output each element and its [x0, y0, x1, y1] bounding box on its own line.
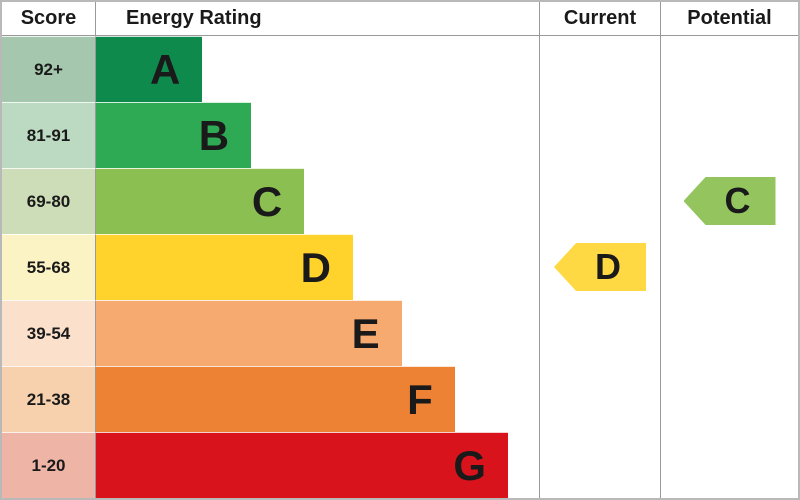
potential-cell-c: C — [661, 168, 798, 234]
rating-cell-b: B — [96, 102, 540, 168]
band-rows: 92+ A 81-91 B 69-80 C C 55-68 D D 39-54 E 21-38 F 1-20… — [2, 36, 798, 498]
band-row-d: 55-68 D D — [2, 234, 798, 300]
band-row-e: 39-54 E — [2, 300, 798, 366]
band-row-f: 21-38 F — [2, 366, 798, 432]
score-range-b: 81-91 — [2, 102, 96, 168]
header-potential: Potential — [687, 7, 772, 29]
rating-letter-e: E — [351, 309, 380, 357]
rating-bar-b: B — [96, 102, 252, 168]
rating-letter-b: B — [198, 111, 230, 159]
rating-letter-a: A — [149, 45, 181, 93]
rating-letter-f: F — [407, 375, 433, 423]
potential-rating-arrow: C — [683, 177, 776, 225]
rating-letter-g: G — [453, 441, 486, 489]
current-cell-e — [540, 300, 661, 366]
score-range-e: 39-54 — [2, 300, 96, 366]
potential-cell-b — [661, 102, 798, 168]
potential-cell-e — [661, 300, 798, 366]
band-row-g: 1-20 G — [2, 432, 798, 498]
rating-bar-g: G — [96, 432, 508, 498]
rating-bar-c: C — [96, 168, 305, 234]
potential-cell-g — [661, 432, 798, 498]
score-range-f: 21-38 — [2, 366, 96, 432]
rating-cell-a: A — [96, 36, 540, 102]
header-energy-rating: Energy Rating — [96, 2, 540, 35]
rating-cell-e: E — [96, 300, 540, 366]
band-row-a: 92+ A — [2, 36, 798, 102]
rating-bar-f: F — [96, 366, 455, 432]
current-cell-g — [540, 432, 661, 498]
current-cell-b — [540, 102, 661, 168]
rating-cell-c: C — [96, 168, 540, 234]
score-range-c: 69-80 — [2, 168, 96, 234]
rating-cell-f: F — [96, 366, 540, 432]
current-cell-c — [540, 168, 661, 234]
rating-bar-e: E — [96, 300, 402, 366]
score-range-d: 55-68 — [2, 234, 96, 300]
rating-cell-d: D — [96, 234, 540, 300]
chart-header: Score Energy Rating Current Potential — [2, 2, 798, 36]
score-range-a: 92+ — [2, 36, 96, 102]
header-score: Score — [2, 2, 96, 35]
header-current: Current — [540, 2, 661, 35]
current-rating-arrow: D — [554, 243, 646, 291]
rating-letter-d: D — [300, 243, 331, 291]
band-row-b: 81-91 B — [2, 102, 798, 168]
potential-cell-f — [661, 366, 798, 432]
current-cell-a — [540, 36, 661, 102]
band-row-c: 69-80 C C — [2, 168, 798, 234]
rating-letter-c: C — [251, 177, 283, 225]
rating-bar-a: A — [96, 36, 203, 102]
rating-bar-d: D — [96, 234, 353, 300]
score-range-g: 1-20 — [2, 432, 96, 498]
rating-cell-g: G — [96, 432, 540, 498]
current-cell-f — [540, 366, 661, 432]
current-cell-d: D — [540, 234, 661, 300]
potential-cell-d — [661, 234, 798, 300]
potential-cell-a — [661, 36, 798, 102]
